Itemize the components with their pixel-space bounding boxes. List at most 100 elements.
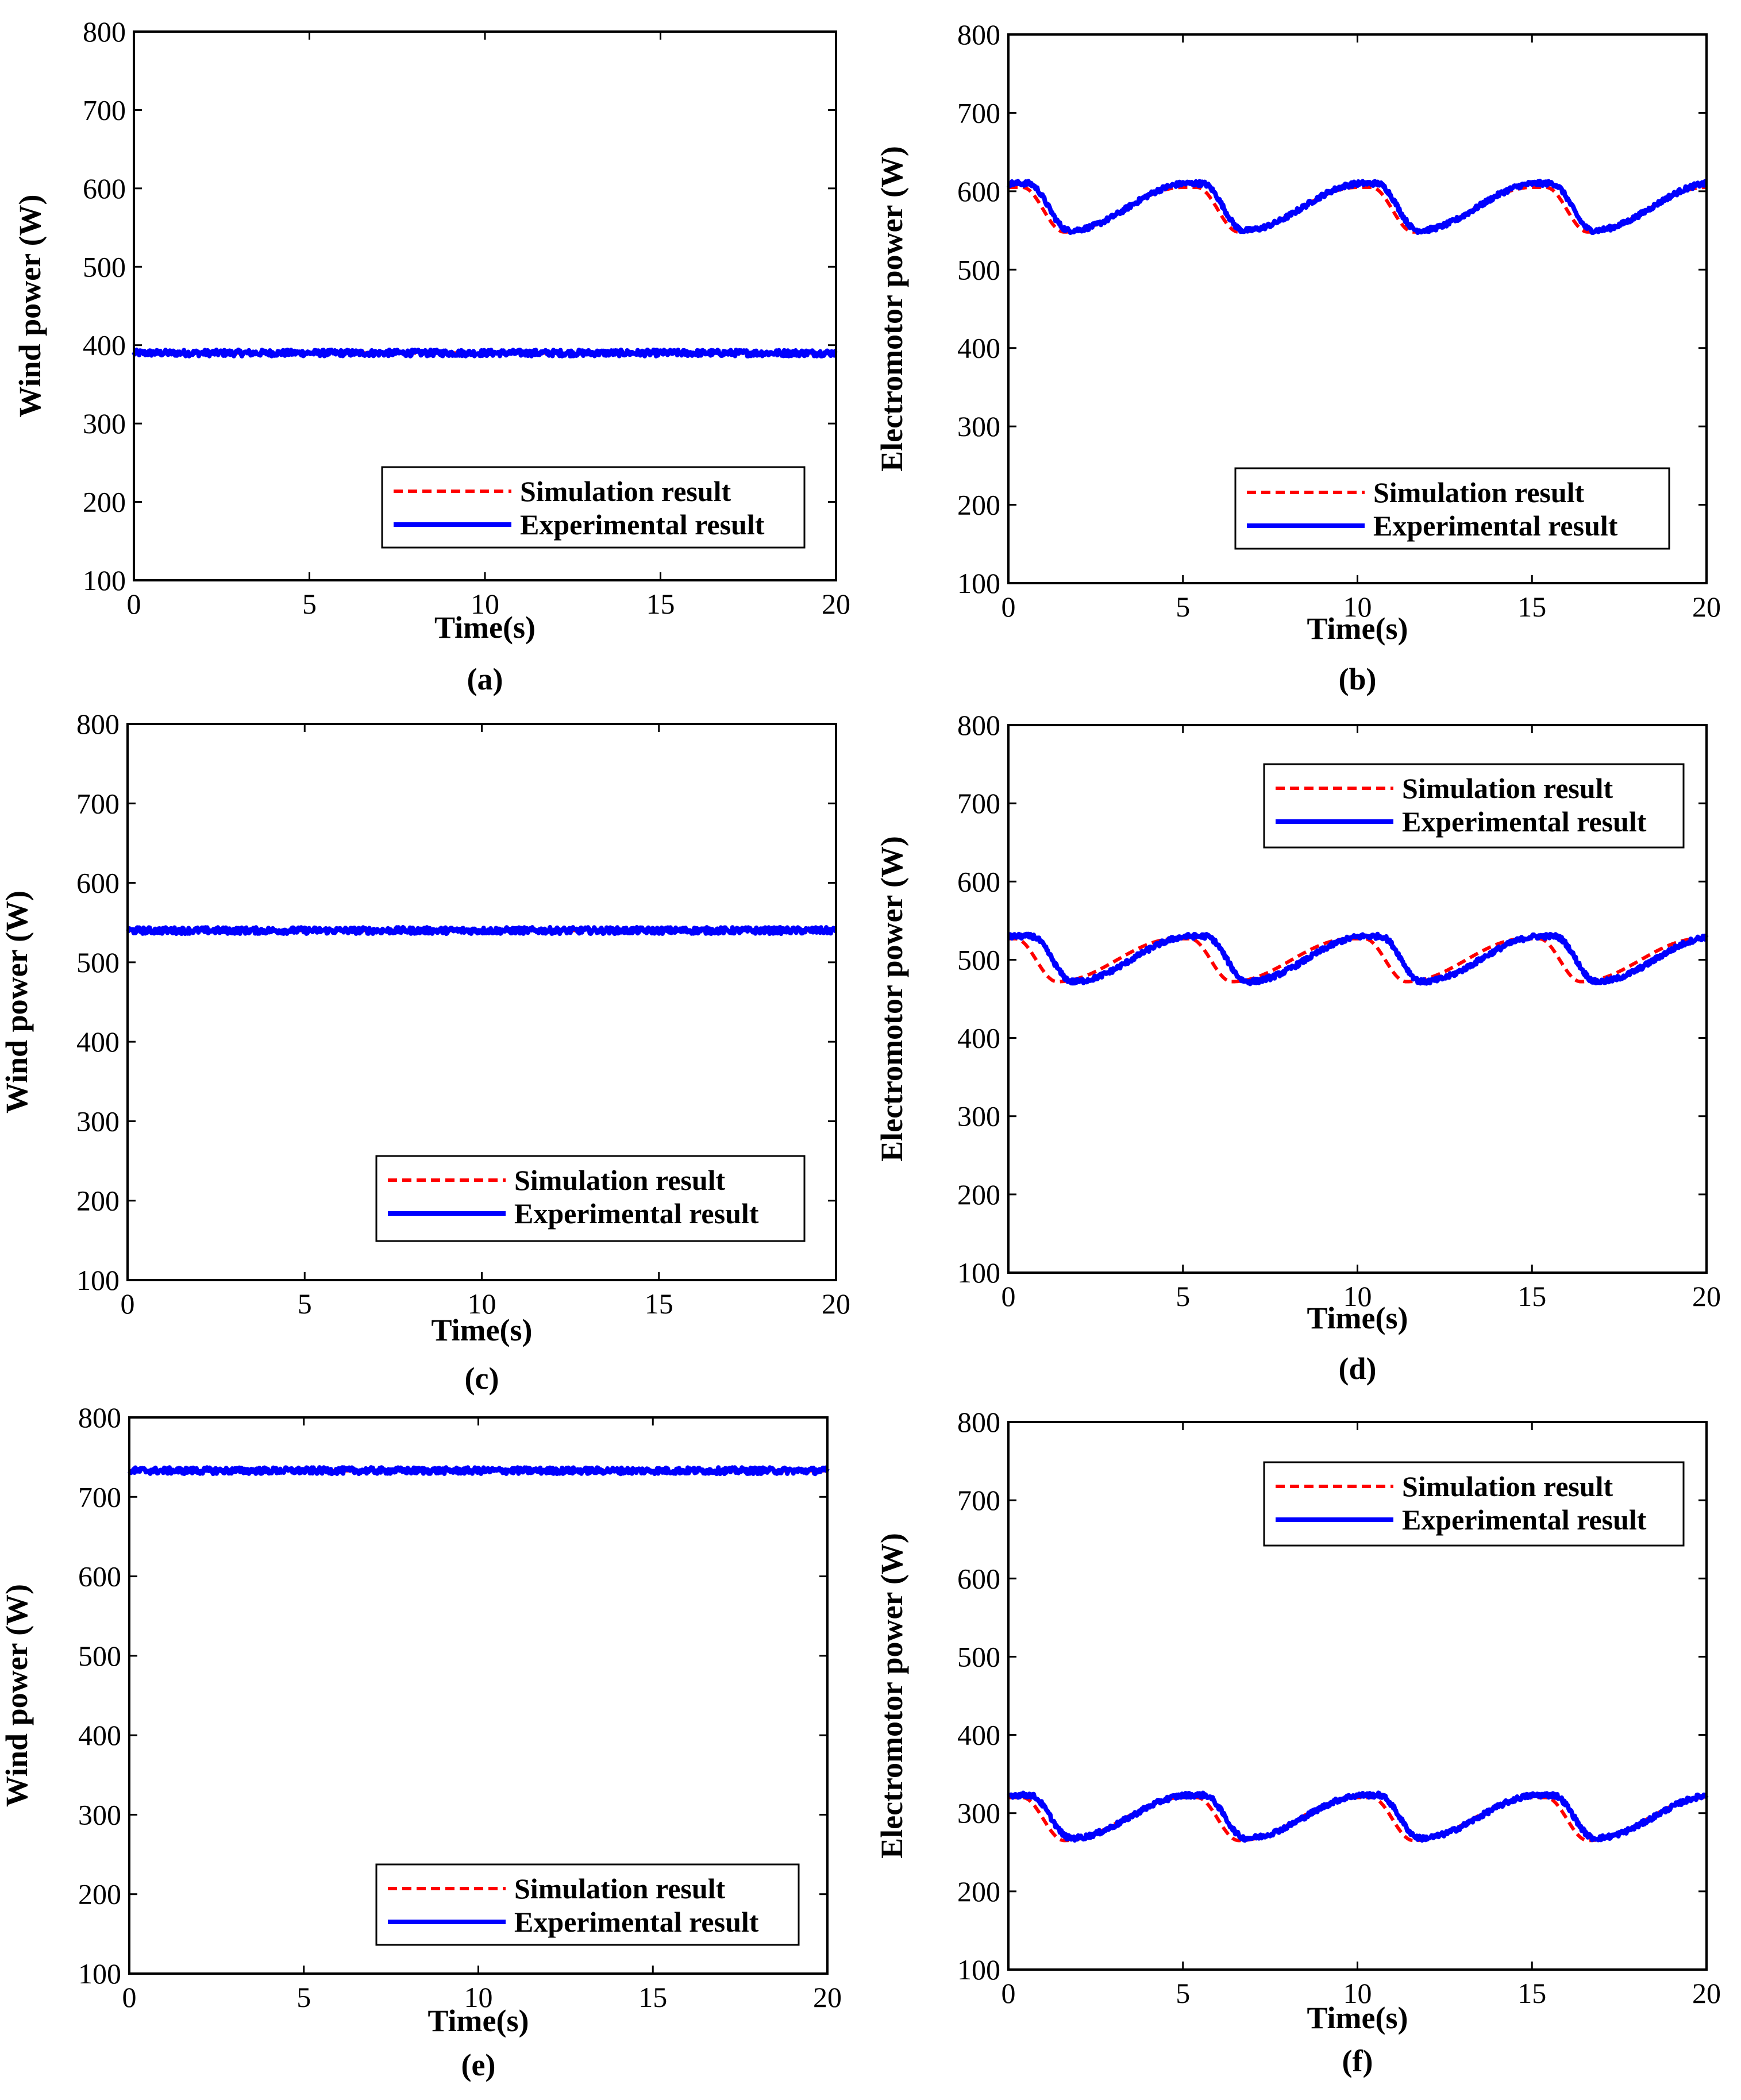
x-axis-label: Time(s) (1307, 2001, 1408, 2035)
y-tick-label: 200 (83, 486, 126, 518)
x-tick-label: 15 (645, 1288, 673, 1320)
y-tick-label: 800 (83, 16, 126, 48)
x-tick-label: 10 (464, 1981, 493, 2013)
x-axis-label: Time(s) (1307, 1301, 1408, 1335)
chart-panel-d: 0 5 10 15 20 100 200 300 400 500 600 700 800 Time(s) E… (875, 709, 1721, 1386)
series-line-experimental (1007, 931, 1709, 987)
legend-box (375, 1155, 806, 1242)
y-tick-label: 400 (957, 1022, 1000, 1054)
y-tick-label: 100 (83, 564, 126, 596)
x-tick-label: 15 (1517, 1977, 1546, 2009)
y-tick-label: 300 (76, 1105, 120, 1137)
y-tick-label: 600 (78, 1560, 121, 1593)
y-tick-label: 300 (957, 1797, 1000, 1829)
x-tick-label: 0 (127, 588, 141, 620)
x-tick-label: 15 (1517, 1280, 1546, 1312)
y-tick-label: 400 (957, 1719, 1000, 1751)
y-tick-label: 600 (76, 867, 120, 899)
panel-label: (a) (467, 662, 503, 696)
y-tick-label: 100 (957, 1953, 1000, 1986)
x-tick-label: 20 (1692, 1977, 1721, 2009)
x-tick-label: 15 (1517, 591, 1546, 623)
y-tick-label: 700 (957, 787, 1000, 819)
x-tick-label: 5 (302, 588, 317, 620)
y-tick-label: 400 (78, 1719, 121, 1751)
x-tick-label: 0 (1002, 1280, 1016, 1312)
x-axis-label: Time(s) (1307, 611, 1408, 646)
y-tick-label: 600 (957, 175, 1000, 207)
x-tick-label: 5 (1176, 591, 1190, 623)
y-tick-label: 700 (78, 1481, 121, 1513)
x-tick-label: 0 (122, 1981, 137, 2013)
y-tick-label: 500 (957, 943, 1000, 976)
chart-panel-e: 0 5 10 15 20 100 200 300 400 500 600 700 800 Time(s) W… (0, 1401, 842, 2082)
y-tick-label: 800 (957, 709, 1000, 741)
y-tick-label: 500 (78, 1640, 121, 1672)
legend-box (1263, 763, 1685, 849)
y-tick-label: 500 (957, 253, 1000, 286)
x-axis-label: Time(s) (432, 1313, 533, 1347)
legend-label-experimental: Experimental result (1373, 510, 1618, 542)
y-tick-label: 100 (76, 1264, 120, 1296)
legend-label-experimental: Experimental result (520, 508, 765, 541)
legend-box (1263, 1461, 1685, 1547)
series-line-experimental (132, 347, 838, 359)
y-tick-label: 400 (957, 332, 1000, 364)
x-axis-label: Time(s) (428, 2003, 529, 2038)
x-tick-label: 20 (1692, 591, 1721, 623)
series-line-experimental (1007, 1790, 1709, 1843)
legend-box (375, 1863, 800, 1946)
y-tick-label: 800 (957, 18, 1000, 51)
y-tick-label: 800 (76, 708, 120, 740)
chart-panel-f: 0 5 10 15 20 100 200 300 400 500 600 700 800 Time(s) E… (875, 1406, 1721, 2078)
legend-label-simulation: Simulation result (1373, 476, 1585, 508)
series-line-experimental (1007, 179, 1708, 235)
y-axis-label: Electromotor power (W) (875, 836, 909, 1162)
x-axis-label: Time(s) (434, 610, 536, 645)
legend-label-experimental: Experimental result (514, 1197, 759, 1230)
y-tick-label: 600 (83, 172, 126, 205)
legend-box (1234, 467, 1670, 550)
y-tick-label: 300 (957, 1100, 1000, 1132)
legend-label-simulation: Simulation result (1402, 772, 1613, 804)
legend-label-simulation: Simulation result (1402, 1470, 1613, 1502)
legend-label-simulation: Simulation result (514, 1164, 726, 1196)
panel-label: (f) (1342, 2044, 1373, 2078)
x-tick-label: 10 (468, 1288, 496, 1320)
y-tick-label: 600 (957, 1562, 1000, 1594)
panel-label: (b) (1339, 662, 1377, 696)
series-line-experimental (126, 925, 838, 937)
x-tick-label: 10 (471, 588, 499, 620)
panel-label: (e) (461, 2048, 496, 2082)
y-tick-label: 700 (957, 1484, 1000, 1516)
y-tick-label: 200 (957, 489, 1000, 521)
y-tick-label: 700 (957, 97, 1000, 129)
y-tick-label: 800 (78, 1401, 121, 1434)
x-tick-label: 15 (638, 1981, 667, 2013)
legend-label-simulation: Simulation result (514, 1872, 726, 1905)
x-tick-label: 0 (1002, 591, 1016, 623)
x-tick-label: 10 (1343, 591, 1372, 623)
y-axis-label: Electromotor power (W) (875, 146, 909, 472)
legend-label-simulation: Simulation result (520, 475, 731, 507)
series-line-simulation (1007, 186, 1708, 234)
legend-label-experimental: Experimental result (1402, 1504, 1647, 1536)
y-axis-label: Wind power (W) (0, 1584, 34, 1807)
y-tick-label: 100 (957, 1257, 1000, 1289)
y-tick-label: 700 (83, 94, 126, 126)
y-tick-label: 700 (76, 787, 120, 819)
x-tick-label: 0 (121, 1288, 135, 1320)
x-tick-label: 20 (822, 1288, 850, 1320)
x-tick-label: 20 (822, 588, 850, 620)
y-axis-label: Electromotor power (W) (875, 1533, 909, 1859)
panel-label: (d) (1339, 1351, 1377, 1386)
x-tick-label: 10 (1343, 1280, 1372, 1312)
y-tick-label: 300 (78, 1798, 121, 1831)
x-tick-label: 0 (1002, 1977, 1016, 2009)
